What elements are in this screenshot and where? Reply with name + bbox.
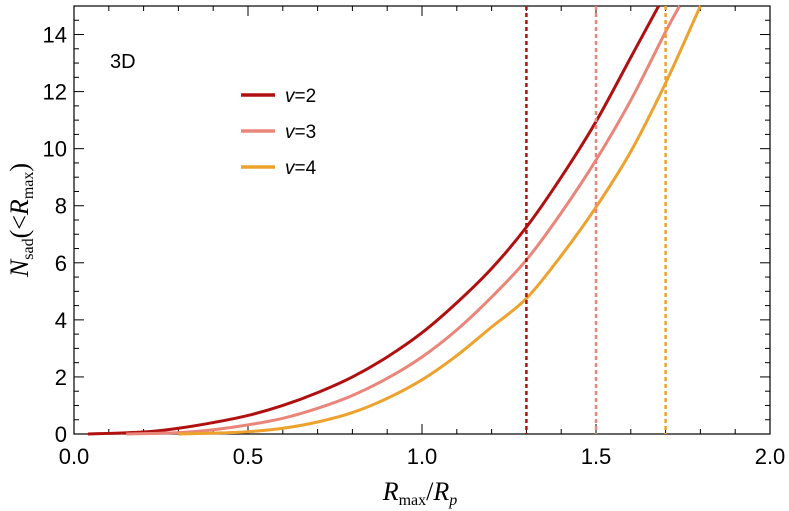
x-axis-label-sub2: p [448,492,457,509]
y-axis-label: Nsad(<Rmax) [5,163,37,278]
legend-label-var: v [285,122,296,143]
x-tick-label: 1.0 [407,444,438,469]
y-axis-label-base: N [5,258,34,278]
legend-label: v=4 [285,158,317,179]
series-curve-2 [87,5,660,436]
legend-label: v=3 [285,122,316,143]
series-curve-4 [178,5,702,436]
x-axis-label-sep: / [426,477,434,506]
legend-label: v=2 [285,86,316,107]
legend-label-value: =2 [295,86,317,107]
y-tick-label: 14 [43,23,67,48]
legend-label-value: =4 [295,158,317,179]
y-axis-label-sub2: max [20,172,37,200]
legend: v=2v=3v=4 [241,86,317,179]
x-axis-label-base2: R [432,477,449,506]
cutoff-lines [525,6,667,434]
y-tick-label: 6 [55,251,67,276]
y-axis-label-open: (< [5,215,34,238]
x-tick-label: 2.0 [755,444,786,469]
x-tick-label: 0.5 [233,444,264,469]
x-axis-label-sub: max [399,492,427,509]
legend-label-var: v [285,158,296,179]
y-tick-label: 0 [55,422,67,447]
x-tick-label: 0.0 [59,444,90,469]
series-curve-3 [126,5,681,436]
x-axis-label: Rmax/Rp [382,477,458,509]
y-axis-label-base2: R [5,199,34,216]
y-axis-label-close: ) [5,163,34,172]
legend-label-var: v [285,86,296,107]
tick-labels: 0.0 0.5 1.0 1.5 2.0 0 2 4 6 8 10 12 14 [43,23,786,469]
y-tick-label: 10 [43,137,67,162]
y-tick-label: 2 [55,365,67,390]
y-tick-label: 8 [55,194,67,219]
x-axis-label-base: R [382,477,399,506]
x-tick-label: 1.5 [581,444,612,469]
y-axis-label-sub: sad [20,238,37,259]
curves [87,5,702,436]
y-tick-label: 4 [55,308,67,333]
legend-label-value: =3 [295,122,317,143]
dimension-annotation: 3D [110,51,136,73]
y-tick-label: 12 [43,80,67,105]
